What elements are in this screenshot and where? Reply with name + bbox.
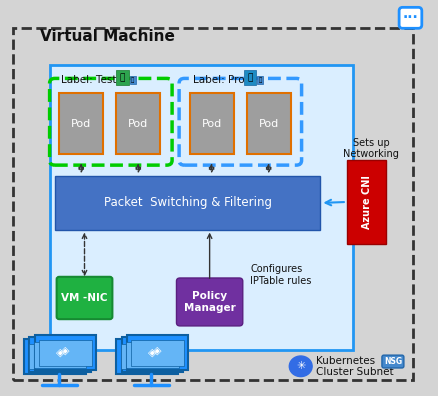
Bar (29, 337, 91, 372)
Circle shape (289, 356, 311, 377)
Text: Policy
Manager: Policy Manager (184, 291, 235, 313)
Text: Azure CNI: Azure CNI (361, 175, 371, 229)
Bar (243, 70, 255, 85)
Text: Label: Prod: Label: Prod (193, 75, 251, 85)
Bar (129, 76, 136, 84)
Text: ◈: ◈ (61, 345, 70, 356)
Bar (28, 344, 81, 369)
Text: Pod: Pod (71, 119, 91, 129)
Text: Sets up
Networking: Sets up Networking (342, 138, 398, 159)
Text: ◈: ◈ (153, 345, 162, 356)
Bar (246, 93, 290, 154)
Text: Pod: Pod (258, 119, 278, 129)
Text: ···: ··· (402, 11, 417, 25)
FancyBboxPatch shape (179, 78, 301, 165)
Text: 📋: 📋 (247, 73, 252, 82)
Text: Configures
IPTable rules: Configures IPTable rules (250, 265, 311, 286)
Text: ◈: ◈ (142, 349, 151, 359)
Bar (126, 342, 178, 367)
Bar (34, 342, 86, 367)
Bar (131, 340, 184, 366)
Bar (35, 335, 96, 370)
Bar (55, 176, 320, 230)
Text: Virtual Machine: Virtual Machine (39, 29, 174, 44)
Text: NSG: NSG (383, 357, 401, 366)
FancyBboxPatch shape (57, 277, 112, 319)
Bar (59, 93, 103, 154)
FancyBboxPatch shape (176, 278, 242, 326)
Text: ◈: ◈ (148, 347, 156, 357)
Bar (189, 93, 233, 154)
Bar (13, 28, 412, 380)
Text: Pod: Pod (201, 119, 221, 129)
Text: VM -NIC: VM -NIC (61, 293, 107, 303)
Text: Kubernetes
Cluster Subnet: Kubernetes Cluster Subnet (315, 356, 393, 377)
Text: 📋: 📋 (120, 73, 125, 82)
Bar (24, 339, 85, 374)
Bar (39, 340, 92, 366)
Bar (346, 160, 385, 244)
Text: ✳: ✳ (295, 361, 305, 371)
Bar (121, 337, 183, 372)
Text: 🔒: 🔒 (258, 78, 261, 83)
Text: Pod: Pod (128, 119, 148, 129)
Bar (116, 93, 160, 154)
Text: ◈: ◈ (56, 347, 64, 357)
Bar (127, 335, 188, 370)
Text: 🔒: 🔒 (131, 78, 134, 83)
Bar (120, 344, 173, 369)
Bar (116, 339, 177, 374)
Text: Label: Test: Label: Test (61, 75, 117, 85)
Bar (116, 70, 128, 85)
Bar (256, 76, 263, 84)
Bar (50, 65, 353, 350)
Text: ◈: ◈ (50, 349, 59, 359)
Text: Packet  Switching & Filtering: Packet Switching & Filtering (103, 196, 271, 209)
